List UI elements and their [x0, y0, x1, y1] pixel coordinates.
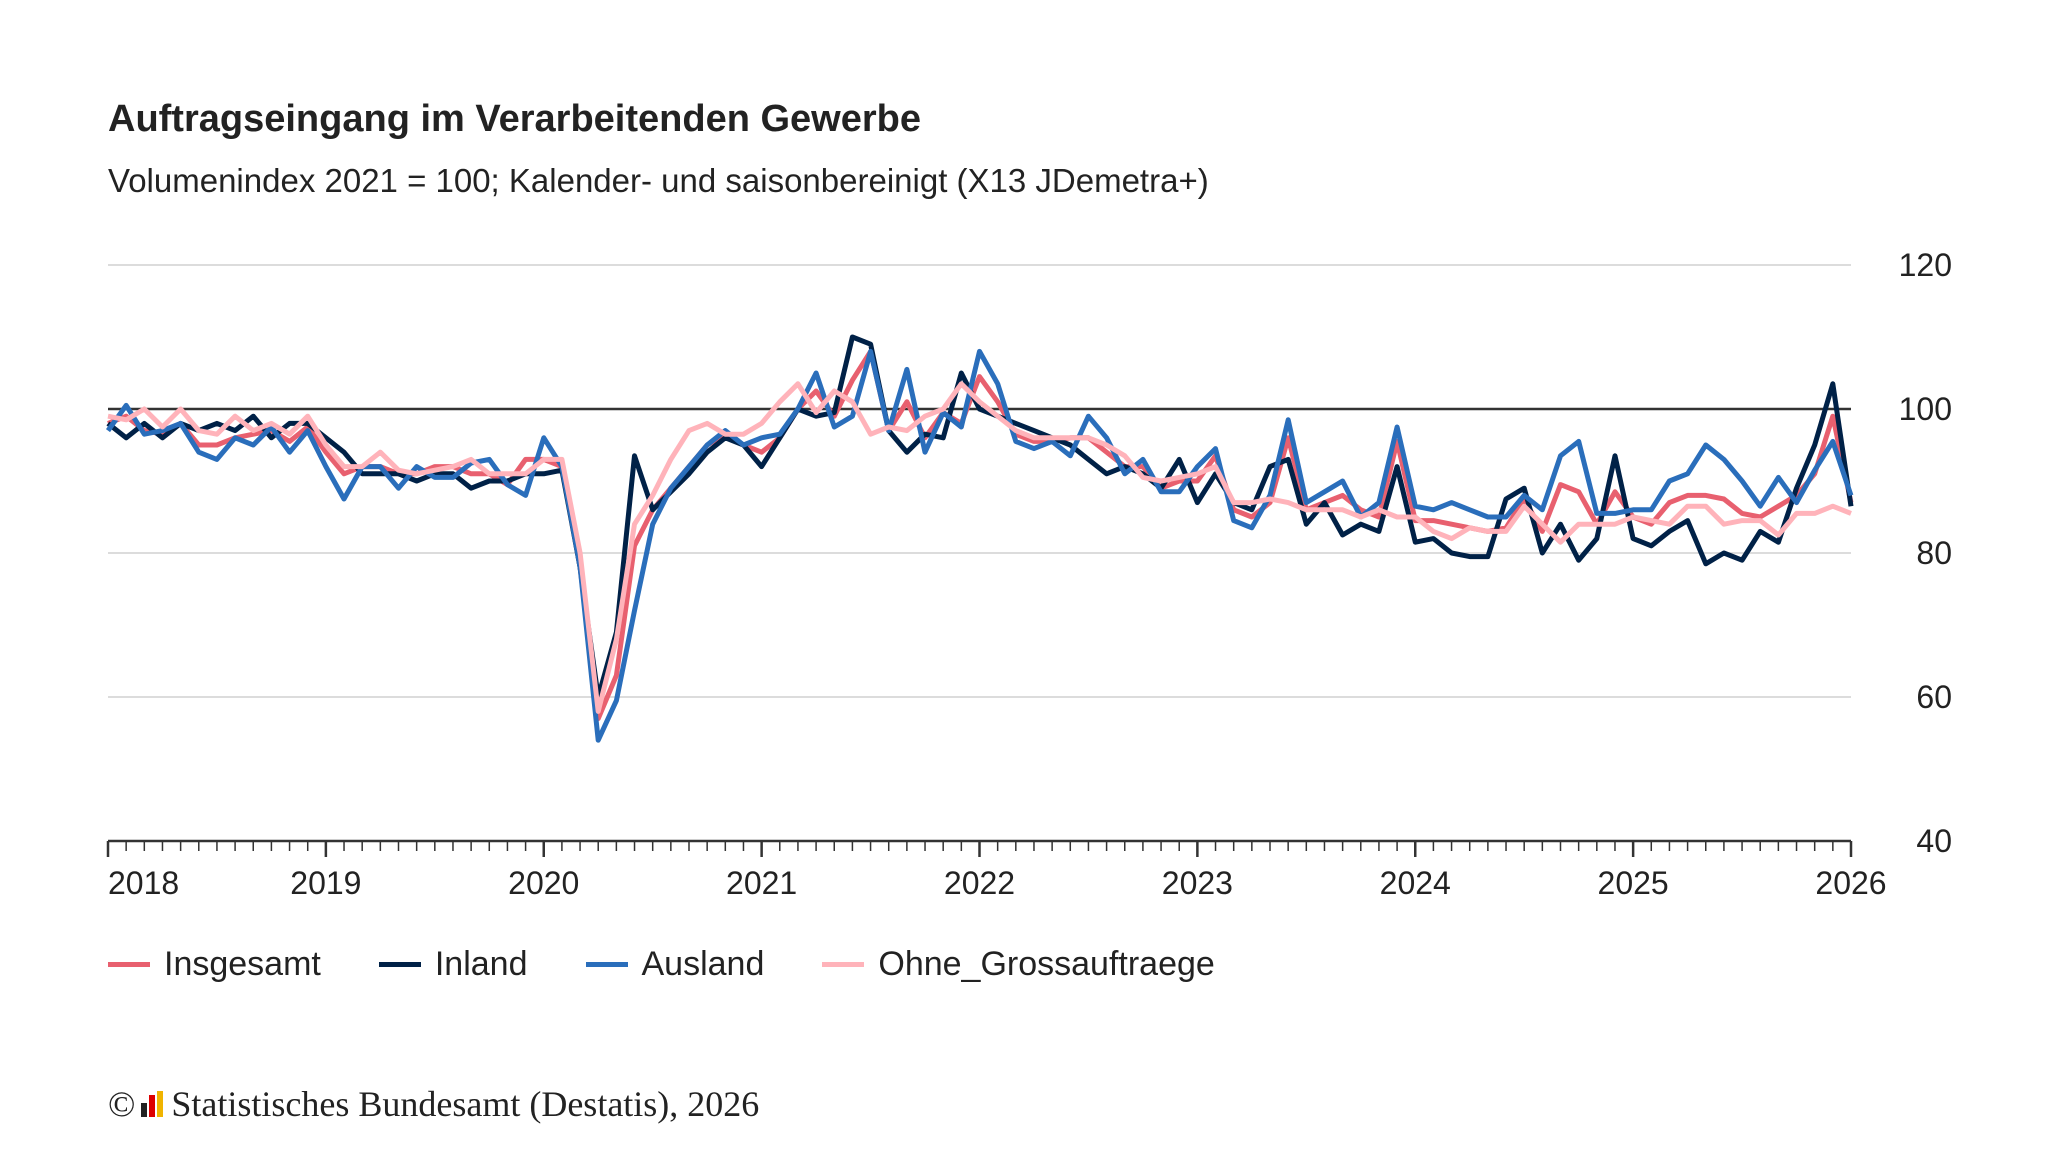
legend-swatch: [585, 962, 628, 967]
x-axis: 2018 2019 2020 2021 2022 2023 2024 2025 2026: [106, 839, 1887, 901]
legend: Insgesamt Inland Ausland Ohne_Grossauftraeg…: [108, 945, 1273, 984]
legend-label: Insgesamt: [164, 945, 321, 983]
legend-swatch: [822, 962, 865, 967]
y-tick-label: 100: [1899, 391, 1952, 427]
series-line-ohne_grossauftraege: [107, 381, 1852, 714]
destatis-logo-icon: [141, 1091, 164, 1117]
y-tick-label: 80: [1916, 535, 1952, 571]
legend-item: Inland: [378, 945, 528, 984]
x-tick-label: 2018: [108, 865, 179, 901]
y-axis-tick-labels: 120 100 80 60 40: [1899, 247, 1952, 859]
copyright-symbol: ©: [108, 1084, 136, 1124]
series-line-inland: [106, 334, 1854, 700]
x-tick-label: 2023: [1162, 865, 1233, 901]
legend-label: Ausland: [641, 945, 765, 983]
x-tick-label: 2022: [944, 865, 1015, 901]
legend-item: Ohne_Grossauftraege: [822, 945, 1215, 984]
legend-item: Insgesamt: [108, 945, 321, 984]
legend-label: Inland: [434, 945, 528, 983]
y-tick-label: 40: [1916, 823, 1952, 859]
series-line-ausland: [105, 348, 1854, 743]
y-tick-label: 60: [1916, 679, 1952, 715]
legend-item: Ausland: [585, 945, 765, 984]
source-text: Statistisches Bundesamt (Destatis), 2026: [171, 1084, 760, 1124]
x-tick-label: 2020: [508, 865, 579, 901]
legend-label: Ohne_Grossauftraege: [878, 945, 1215, 983]
x-tick-label: 2024: [1380, 865, 1451, 901]
series-lines: [105, 334, 1854, 743]
x-tick-label: 2019: [290, 865, 361, 901]
chart-title: Auftragseingang im Verarbeitenden Gewerb…: [108, 98, 921, 140]
legend-swatch: [378, 962, 421, 967]
footer: © Statistisches Bundesamt (Destatis), 20…: [108, 1083, 759, 1125]
chart-subtitle: Volumenindex 2021 = 100; Kalender- und s…: [108, 162, 1209, 199]
x-tick-label: 2025: [1598, 865, 1669, 901]
x-tick-label: 2021: [726, 865, 797, 901]
y-tick-label: 120: [1899, 247, 1952, 283]
legend-swatch: [108, 962, 150, 967]
x-tick-label: 2026: [1815, 865, 1886, 901]
